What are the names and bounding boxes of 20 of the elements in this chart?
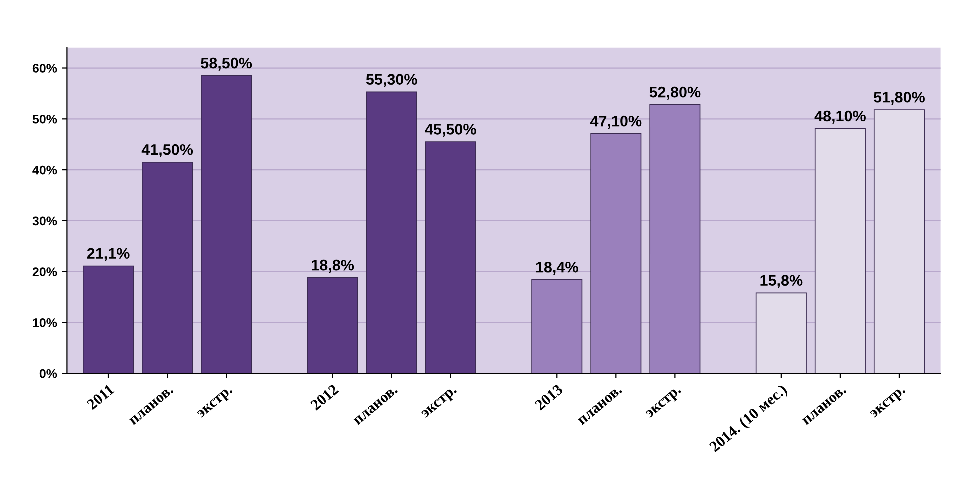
data-label: 51,80%: [874, 92, 925, 106]
y-tick-label: 50%: [32, 114, 58, 124]
data-label: 55,30%: [366, 74, 418, 88]
data-label: 48,10%: [814, 110, 866, 124]
y-tick-label: 40%: [32, 166, 58, 175]
y-tick-label: 20%: [32, 268, 58, 276]
data-label: 21,1%: [87, 248, 130, 262]
data-label: 15,8%: [760, 275, 803, 288]
data-label: 47,10%: [590, 116, 642, 129]
x-tick-label: 2011: [86, 384, 115, 410]
data-label: 52,80%: [650, 86, 701, 100]
data-label: 18,4%: [536, 262, 578, 276]
data-label: 41,50%: [142, 144, 194, 158]
y-tick-label: 60%: [32, 64, 58, 73]
data-label: 58,50%: [201, 58, 252, 71]
data-label: 18,8%: [312, 260, 354, 273]
y-tick-label: 30%: [32, 216, 58, 226]
y-tick-label: 10%: [33, 318, 58, 328]
y-tick-label: 0%: [40, 369, 58, 378]
data-label: 45,50%: [425, 124, 476, 138]
